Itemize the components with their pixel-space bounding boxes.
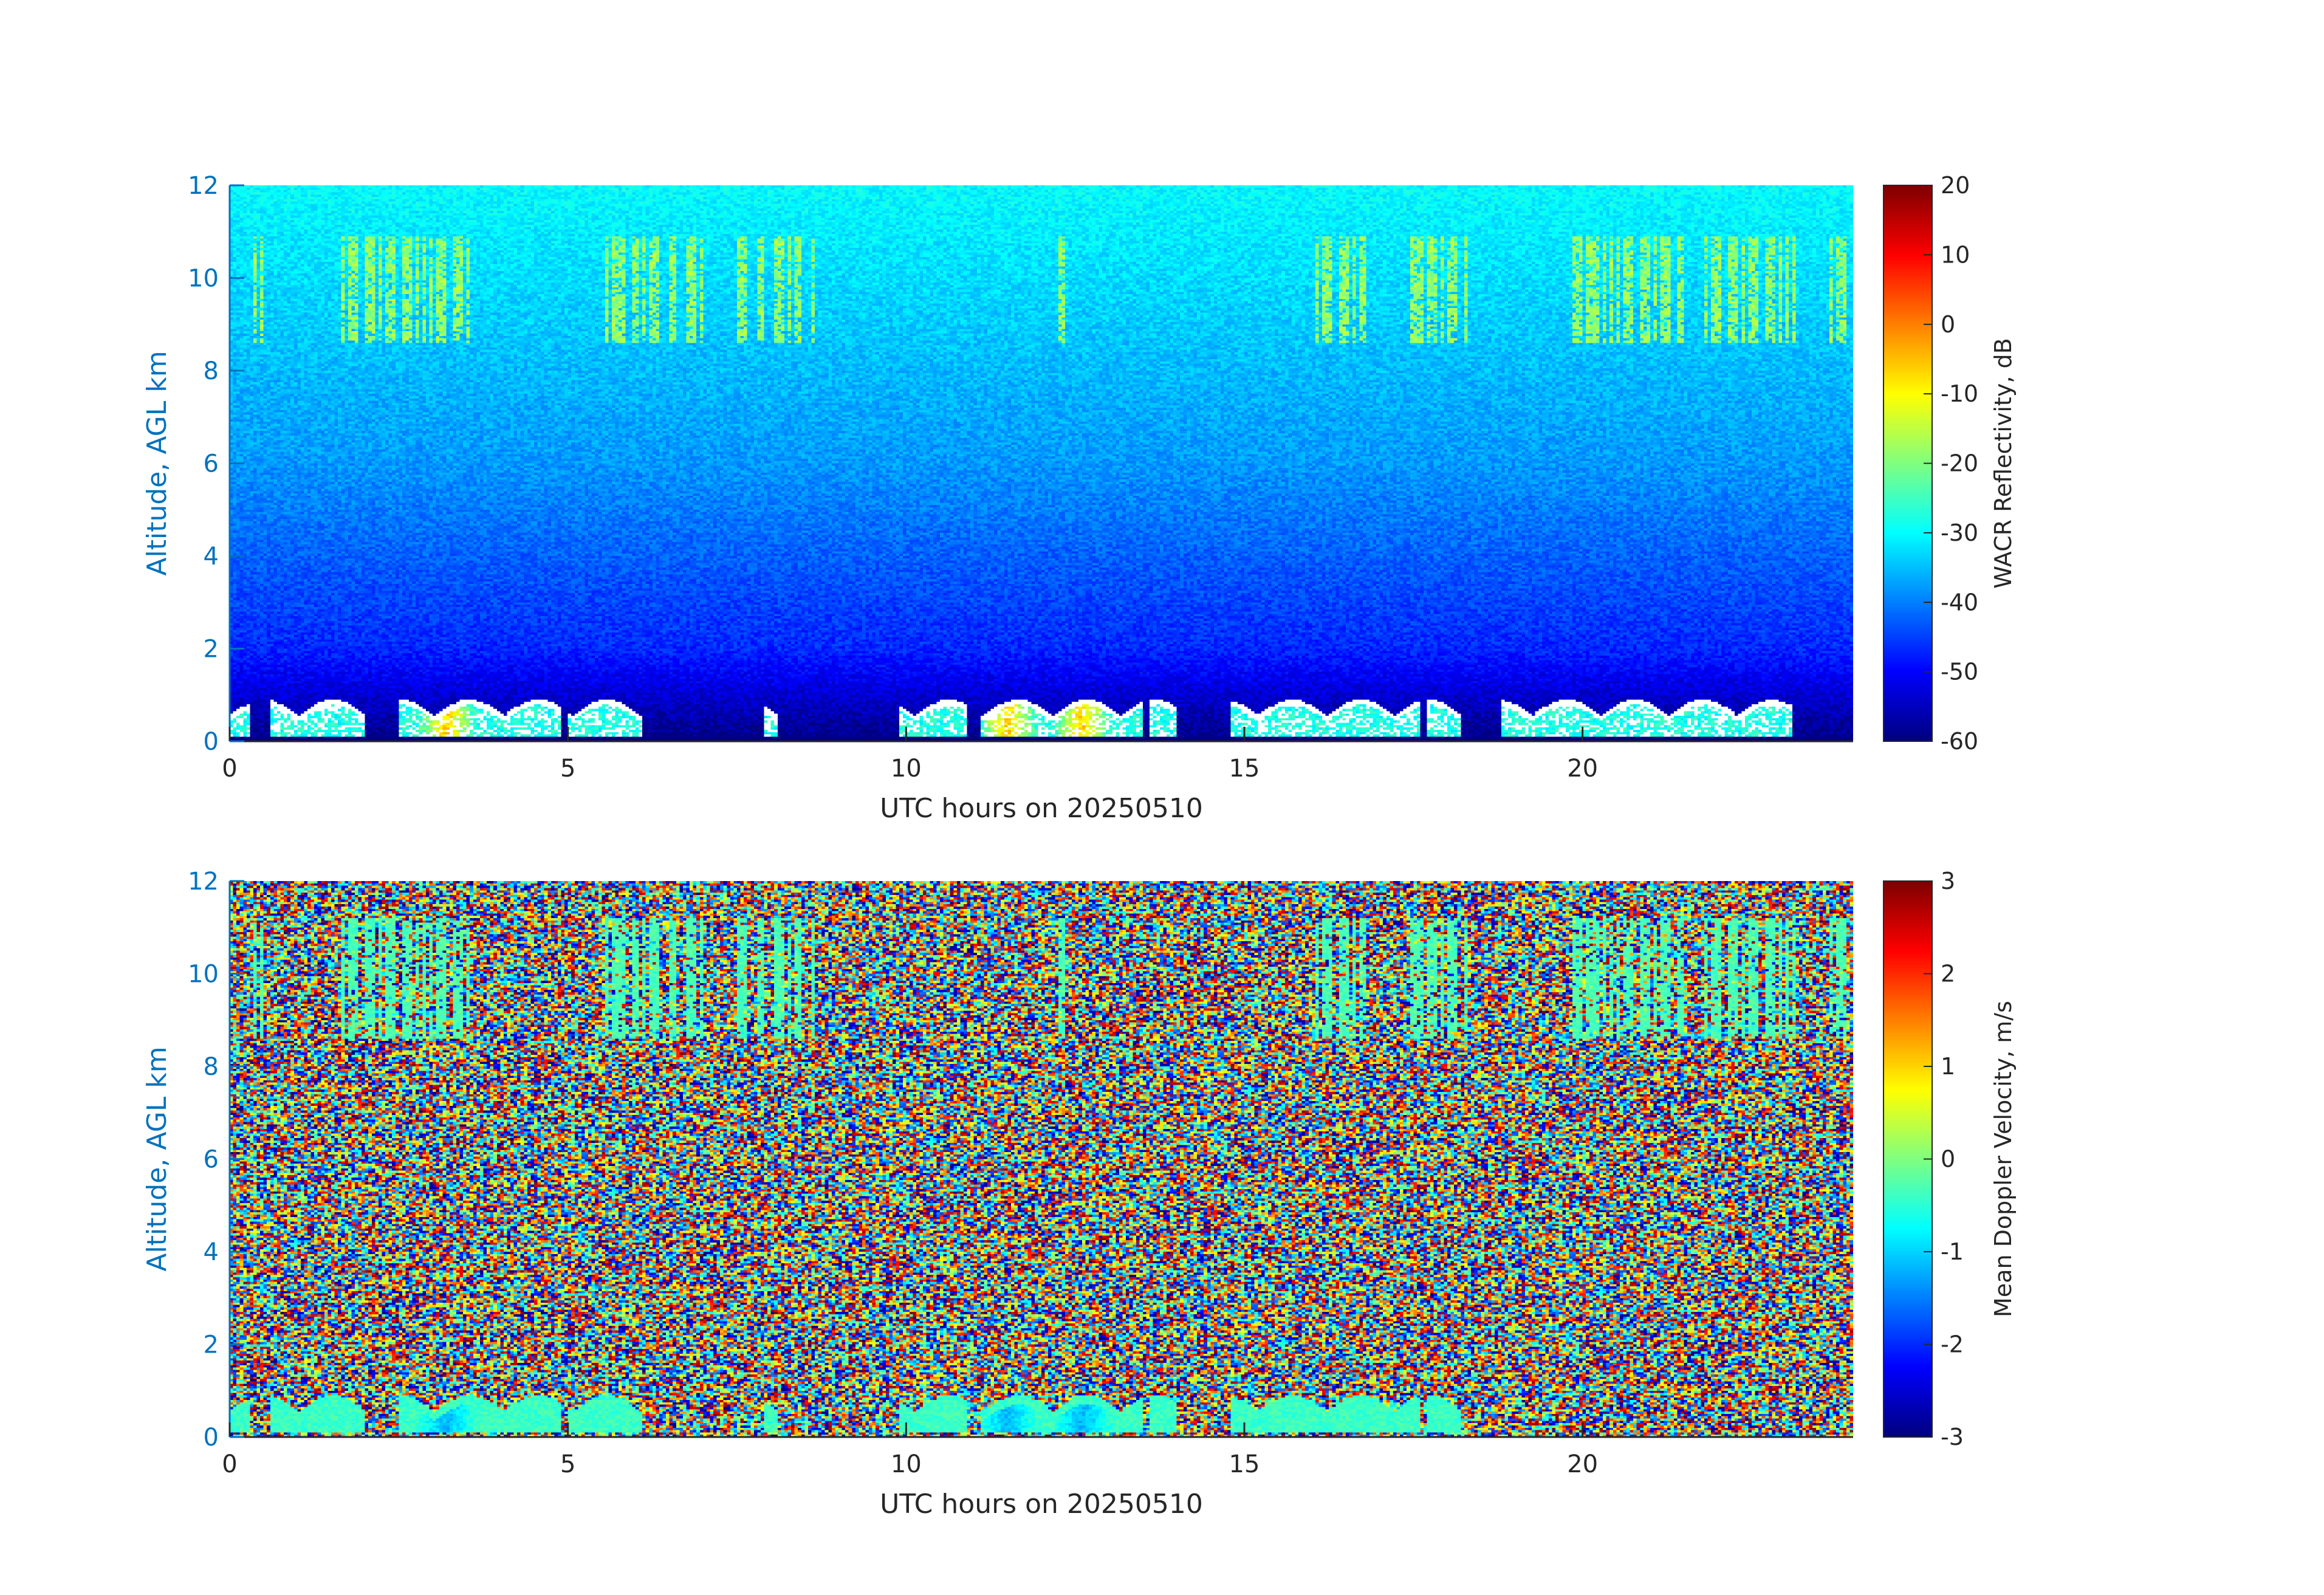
colorbar-tick-label: -30 xyxy=(1941,520,1978,546)
y-axis-label: Altitude, AGL km xyxy=(142,1046,173,1271)
colorbar-tick-label: 20 xyxy=(1941,172,1970,199)
colorbar-tick-label: -60 xyxy=(1941,728,1978,755)
colorbar-tick-label: 10 xyxy=(1941,241,1970,268)
colorbar-tick-label: -2 xyxy=(1941,1331,1964,1358)
heatmap-image xyxy=(230,185,1853,741)
reflectivity-panel: 0 5 10 15 20 0 2 4 6 8 10 12 UTC hours on 20250510 Al… xyxy=(142,172,2017,824)
y-tick-label: 2 xyxy=(204,1331,219,1359)
colorbar-tick-label: 2 xyxy=(1941,961,1955,987)
colorbar-tick-label: -1 xyxy=(1941,1238,1964,1265)
colorbar-tick-label: -3 xyxy=(1941,1424,1964,1450)
colorbar-label: Mean Doppler Velocity, m/s xyxy=(1990,1001,2017,1317)
y-tick-label: 0 xyxy=(204,728,219,756)
y-tick-label: 2 xyxy=(204,636,219,664)
colorbar-tick-label: 3 xyxy=(1941,868,1955,894)
y-axis-label: Altitude, AGL km xyxy=(142,351,173,575)
y-tick-label: 10 xyxy=(188,265,219,293)
x-tick-label: 10 xyxy=(891,1450,922,1478)
x-tick-label: 0 xyxy=(222,1450,237,1478)
x-axis-label: UTC hours on 20250510 xyxy=(880,1489,1203,1520)
y-tick-label: 6 xyxy=(204,450,219,478)
colorbar-tick-label: -20 xyxy=(1941,450,1978,477)
x-tick-label: 5 xyxy=(560,1450,575,1478)
colorbar-label: WACR Reflectivity, dB xyxy=(1990,338,2017,588)
x-tick-label: 10 xyxy=(891,755,922,783)
y-tick-label: 0 xyxy=(204,1424,219,1452)
y-tick-label: 8 xyxy=(204,357,219,385)
colorbar-tick-label: 0 xyxy=(1941,311,1955,338)
x-tick-label: 15 xyxy=(1229,1450,1260,1478)
colorbar-tick-label: -40 xyxy=(1941,589,1978,616)
y-tick-label: 10 xyxy=(188,961,219,989)
x-tick-label: 20 xyxy=(1567,1450,1598,1478)
x-tick-label: 5 xyxy=(560,755,575,783)
y-tick-label: 12 xyxy=(188,868,219,896)
y-tick-label: 8 xyxy=(204,1053,219,1081)
x-tick-label: 20 xyxy=(1567,755,1598,783)
heatmap-image xyxy=(230,881,1853,1437)
colorbar-tick-label: -10 xyxy=(1941,380,1978,407)
x-axis-label: UTC hours on 20250510 xyxy=(880,793,1203,824)
colorbar-tick-label: 1 xyxy=(1941,1053,1955,1080)
x-tick-label: 0 xyxy=(222,755,237,783)
y-tick-label: 4 xyxy=(204,1238,219,1266)
y-tick-label: 4 xyxy=(204,543,219,571)
colorbar-tick-label: -50 xyxy=(1941,659,1978,685)
y-tick-label: 6 xyxy=(204,1146,219,1174)
y-tick-label: 12 xyxy=(188,172,219,200)
colorbar-tick-label: 0 xyxy=(1941,1146,1955,1173)
x-tick-label: 15 xyxy=(1229,755,1260,783)
